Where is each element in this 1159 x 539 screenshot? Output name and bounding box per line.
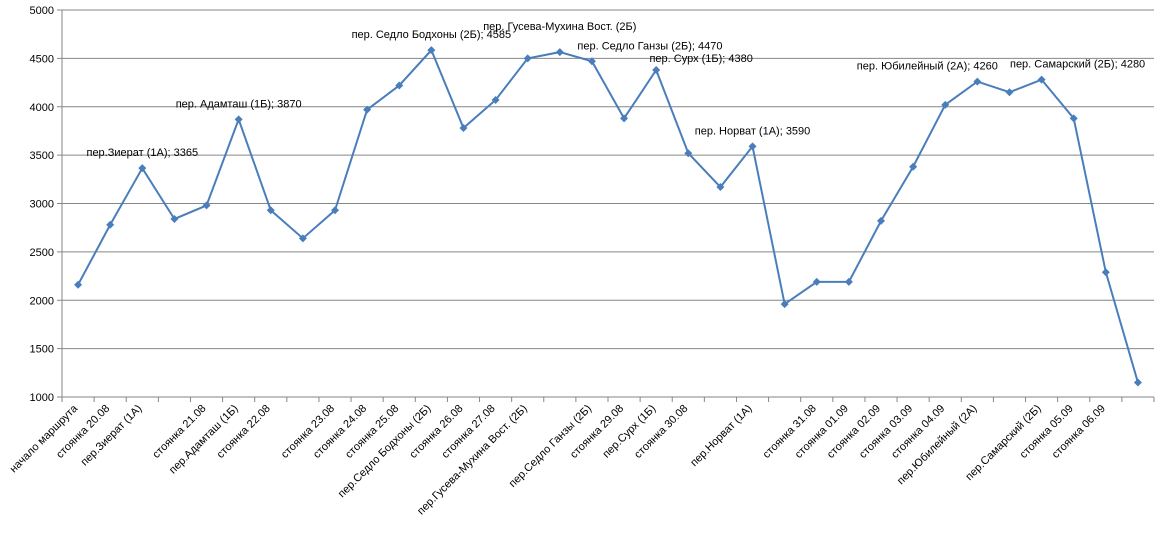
marker (684, 149, 693, 158)
y-tick-label: 5000 (30, 5, 54, 17)
data-label: пер. Седло Ганзы (2Б); 4470 (577, 40, 722, 52)
marker (331, 206, 339, 215)
y-tick-label: 4000 (30, 102, 54, 114)
marker (74, 280, 83, 289)
data-label: пер. Седло Бодхоны (2Б); 4585 (352, 29, 512, 41)
marker (909, 162, 918, 171)
marker (716, 183, 725, 192)
y-tick-label: 1500 (30, 344, 54, 356)
y-tick-label: 3000 (30, 199, 54, 211)
marker (941, 100, 950, 109)
y-tick-label: 3500 (30, 150, 54, 162)
marker (170, 214, 179, 223)
x-tick-label: стоянка 21.08 (150, 403, 208, 461)
y-tick-label: 2500 (30, 247, 54, 259)
data-label: пер. Сурх (1Б); 4380 (649, 53, 752, 65)
marker (363, 105, 372, 114)
marker (620, 114, 629, 123)
marker (652, 65, 661, 74)
marker (427, 46, 436, 55)
data-label: пер. Юбилейный (2А); 4260 (857, 61, 998, 73)
x-tick-label: стоянка 31.08 (761, 403, 819, 461)
marker (202, 201, 211, 210)
y-tick-label: 2000 (30, 295, 54, 307)
x-tick-label: стоянка 23.08 (279, 403, 337, 461)
marker (1101, 268, 1110, 277)
data-label: пер. Самарский (2Б); 4280 (1010, 59, 1145, 71)
marker (523, 54, 532, 63)
data-label: пер. Норват (1А); 3590 (695, 125, 811, 137)
marker (138, 164, 147, 173)
marker (1037, 75, 1046, 84)
marker (973, 77, 982, 86)
marker (234, 115, 243, 124)
marker (1005, 88, 1014, 97)
marker (748, 142, 757, 151)
marker (844, 277, 853, 286)
marker (812, 277, 821, 286)
marker (266, 206, 275, 215)
marker (555, 48, 564, 57)
y-tick-label: 4500 (30, 53, 54, 65)
marker (877, 216, 885, 225)
x-tick-label: пер.Норват (1А) (688, 403, 754, 469)
data-label: пер. Адамташ (1Б); 3870 (176, 98, 302, 110)
marker (1069, 114, 1078, 123)
marker (780, 300, 789, 309)
marker (1133, 378, 1142, 387)
y-tick-label: 1000 (30, 392, 54, 404)
marker (106, 220, 115, 229)
marker (459, 124, 468, 133)
line (77, 48, 1139, 383)
data-label: пер. Гусева-Мухина Вост. (2Б) (483, 21, 636, 33)
x-tick-label: пер.Зиерат (1А) (79, 403, 145, 469)
data-label: пер.Зиерат (1А); 3365 (86, 147, 198, 159)
marker (491, 95, 500, 104)
marker (587, 57, 596, 66)
marker (395, 81, 404, 90)
marker (298, 234, 307, 243)
